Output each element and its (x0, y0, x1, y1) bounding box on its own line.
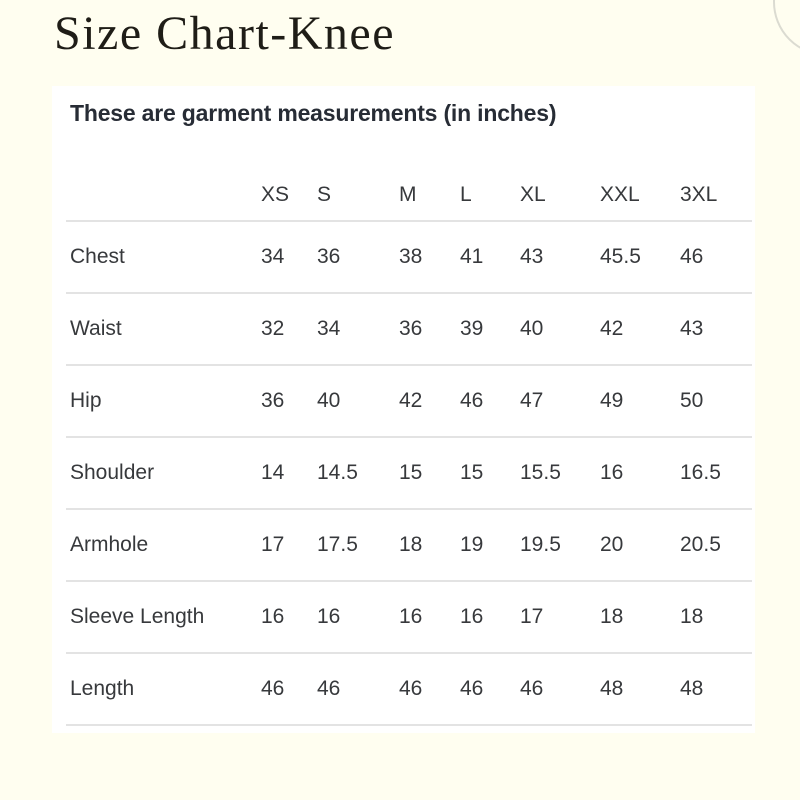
measurement-cell: 43 (680, 293, 752, 366)
measurement-cell: 46 (680, 221, 752, 294)
measurement-cell: 15.5 (520, 437, 600, 510)
measurement-cell: 20 (600, 509, 680, 582)
measurement-cell: 48 (680, 653, 752, 726)
row-label: Shoulder (66, 437, 261, 510)
measurement-cell: 46 (460, 653, 520, 726)
measurement-cell: 16 (600, 437, 680, 510)
table-row-length: Length 46 46 46 46 46 48 48 (66, 653, 752, 726)
row-label: Chest (66, 221, 261, 294)
measurement-cell: 18 (680, 581, 752, 654)
measurement-cell: 17 (261, 509, 317, 582)
row-label: Length (66, 653, 261, 726)
measurement-cell: 50 (680, 365, 752, 438)
measurement-cell: 16 (460, 581, 520, 654)
measurement-cell: 34 (261, 221, 317, 294)
measurement-cell: 45.5 (600, 221, 680, 294)
measurement-cell: 16.5 (680, 437, 752, 510)
measurement-cell: 17 (520, 581, 600, 654)
table-row-chest: Chest 34 36 38 41 43 45.5 46 (66, 221, 752, 294)
measurement-cell: 38 (399, 221, 460, 294)
measurement-cell: 18 (399, 509, 460, 582)
measurement-cell: 36 (317, 221, 399, 294)
table-row-waist: Waist 32 34 36 39 40 42 43 (66, 293, 752, 366)
measurement-cell: 43 (520, 221, 600, 294)
size-header-xxl: XXL (600, 170, 680, 222)
size-chart-table: XS S M L XL XXL 3XL Chest 34 36 38 41 43… (66, 170, 752, 726)
measurement-cell: 17.5 (317, 509, 399, 582)
measurement-cell: 15 (460, 437, 520, 510)
table-row-sleeve-length: Sleeve Length 16 16 16 16 17 18 18 (66, 581, 752, 654)
measurement-cell: 49 (600, 365, 680, 438)
measurement-cell: 46 (399, 653, 460, 726)
measurement-cell: 16 (261, 581, 317, 654)
decorative-circle (773, 0, 800, 56)
measurement-cell: 34 (317, 293, 399, 366)
measurement-cell: 46 (520, 653, 600, 726)
measurement-cell: 20.5 (680, 509, 752, 582)
table-row-shoulder: Shoulder 14 14.5 15 15 15.5 16 16.5 (66, 437, 752, 510)
measurement-cell: 47 (520, 365, 600, 438)
measurement-cell: 42 (600, 293, 680, 366)
size-header-xl: XL (520, 170, 600, 222)
empty-header-cell (66, 170, 261, 222)
size-header-m: M (399, 170, 460, 222)
measurement-cell: 15 (399, 437, 460, 510)
row-label: Armhole (66, 509, 261, 582)
measurement-cell: 19.5 (520, 509, 600, 582)
card-heading: These are garment measurements (in inche… (70, 100, 557, 126)
measurement-cell: 39 (460, 293, 520, 366)
size-header-row: XS S M L XL XXL 3XL (66, 170, 752, 222)
row-label: Sleeve Length (66, 581, 261, 654)
measurement-cell: 40 (520, 293, 600, 366)
measurement-cell: 46 (261, 653, 317, 726)
measurement-cell: 14.5 (317, 437, 399, 510)
measurement-cell: 36 (261, 365, 317, 438)
measurement-cell: 36 (399, 293, 460, 366)
measurement-cell: 46 (460, 365, 520, 438)
measurement-cell: 16 (399, 581, 460, 654)
table-row-hip: Hip 36 40 42 46 47 49 50 (66, 365, 752, 438)
size-header-3xl: 3XL (680, 170, 752, 222)
page-title: Size Chart-Knee (54, 7, 396, 60)
row-label: Waist (66, 293, 261, 366)
size-chart-card: These are garment measurements (in inche… (52, 86, 755, 733)
size-header-s: S (317, 170, 399, 222)
size-header-xs: XS (261, 170, 317, 222)
row-label: Hip (66, 365, 261, 438)
measurement-cell: 32 (261, 293, 317, 366)
measurement-cell: 19 (460, 509, 520, 582)
measurement-cell: 18 (600, 581, 680, 654)
table-row-armhole: Armhole 17 17.5 18 19 19.5 20 20.5 (66, 509, 752, 582)
measurement-cell: 46 (317, 653, 399, 726)
measurement-cell: 14 (261, 437, 317, 510)
measurement-cell: 42 (399, 365, 460, 438)
measurement-cell: 40 (317, 365, 399, 438)
size-header-l: L (460, 170, 520, 222)
measurement-cell: 41 (460, 221, 520, 294)
measurement-cell: 16 (317, 581, 399, 654)
measurement-cell: 48 (600, 653, 680, 726)
